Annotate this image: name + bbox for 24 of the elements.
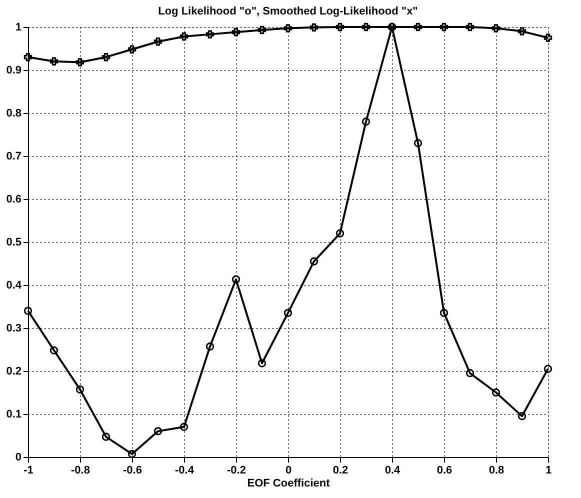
y-tick-label: 0.5 — [6, 236, 22, 248]
y-tick-label: 0.2 — [6, 366, 22, 378]
x-tick-label: -0.4 — [175, 464, 195, 476]
chart-title: Log Likelihood "o", Smoothed Log-Likelihood "x" — [158, 6, 418, 18]
y-tick-label: 0.7 — [6, 150, 22, 162]
x-tick-label: 0.4 — [384, 464, 402, 476]
y-tick-label: 0.1 — [6, 408, 22, 420]
x-tick-label: -0.6 — [123, 464, 142, 476]
y-tick-label: 0.9 — [6, 64, 22, 76]
y-tick-label: 1 — [15, 22, 22, 34]
x-axis-title: EOF Coefficient — [247, 478, 330, 490]
x-tick-label: 0.2 — [332, 464, 348, 476]
x-tick-label: 1 — [545, 464, 552, 476]
x-tick-label: 0.8 — [488, 464, 504, 476]
x-tick-label: -0.2 — [227, 464, 246, 476]
y-tick-label: 0 — [15, 452, 22, 464]
y-tick-label: 0.8 — [6, 108, 22, 120]
y-tick-label: 0.3 — [6, 322, 22, 334]
x-tick-label: -1 — [24, 464, 34, 476]
y-tick-label: 0.4 — [6, 280, 22, 292]
x-tick-label: 0.6 — [436, 464, 452, 476]
x-tick-label: 0 — [285, 464, 292, 476]
x-tick-label: -0.8 — [71, 464, 90, 476]
y-tick-label: 0.6 — [6, 194, 22, 206]
